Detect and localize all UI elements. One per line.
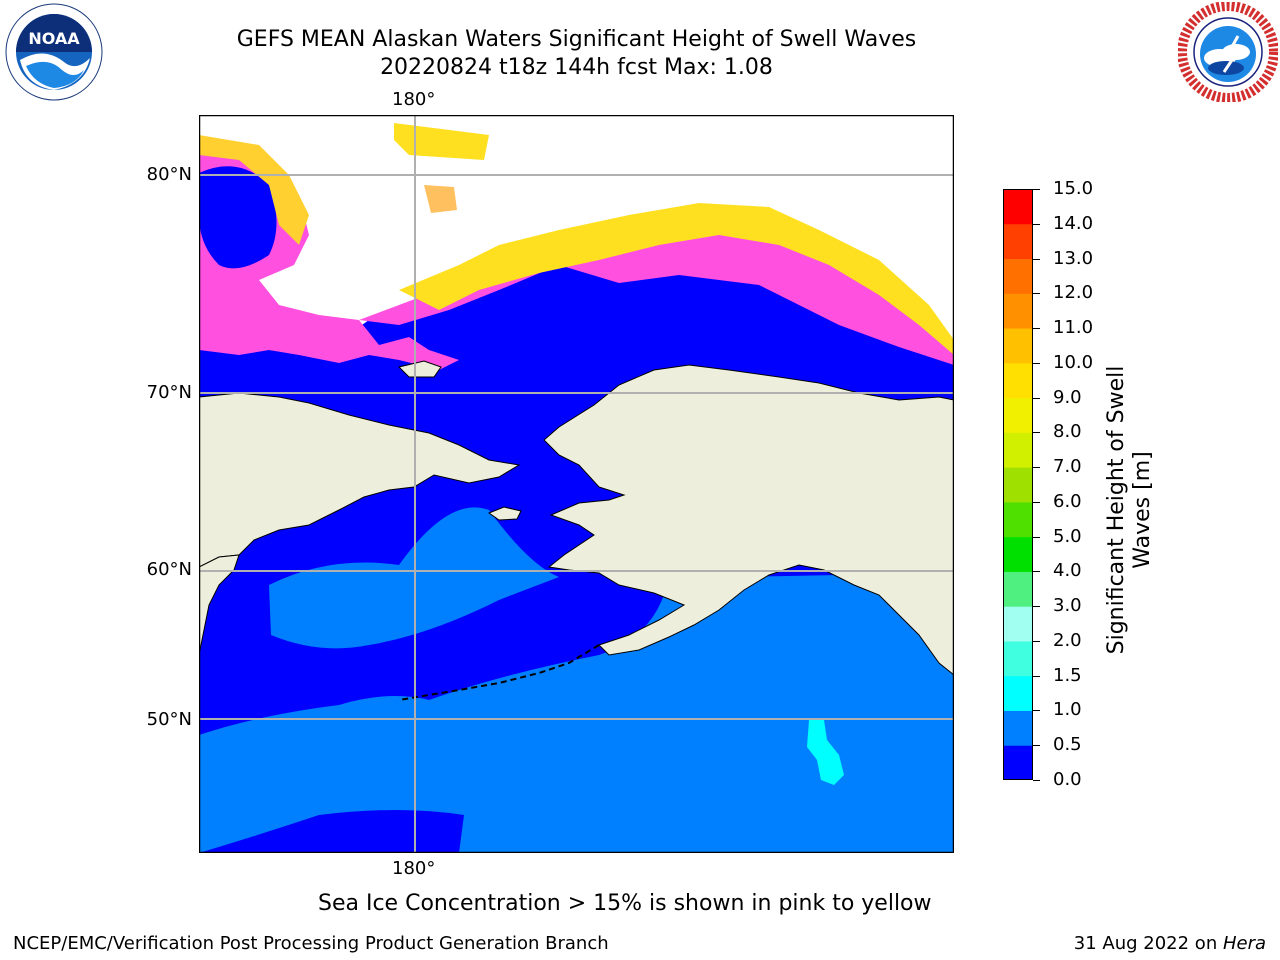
colorbar-tick-label: 6.0 (1053, 490, 1082, 512)
colorbar-tick-label: 13.0 (1053, 247, 1094, 269)
colorbar-tick-label: 4.0 (1053, 560, 1082, 582)
colorbar-label-text: Significant Height of Swell Waves [m] (1104, 365, 1155, 655)
colorbar-tick-label: 1.0 (1053, 699, 1082, 721)
colorbar-tick-label: 11.0 (1053, 317, 1094, 339)
graticule (199, 115, 954, 853)
colorbar-tick-mark (1033, 501, 1040, 503)
colorbar-tick-mark (1033, 640, 1040, 642)
sea-ice-central-yellow (399, 203, 954, 355)
footer-date: 31 Aug 2022 on Hera (1074, 933, 1266, 954)
colorbar-tick-label: 14.0 (1053, 212, 1094, 234)
colorbar-tick-label: 2.0 (1053, 629, 1082, 651)
colorbar-tick-mark (1033, 571, 1040, 573)
lon-label-top: 180° (392, 89, 436, 110)
colorbar-tick-mark (1033, 780, 1040, 781)
land-st-lawrence-island (487, 506, 522, 521)
swell-region-west (199, 710, 389, 815)
colorbar-tick-mark (1033, 189, 1040, 190)
colorbar-tick-label: 10.0 (1053, 351, 1094, 373)
colorbar-tick-mark (1033, 745, 1040, 747)
footer-date-text: 31 Aug 2022 on (1073, 933, 1223, 954)
colorbar-segment (1003, 640, 1033, 677)
colorbar-tick-label: 7.0 (1053, 456, 1082, 478)
map-plot (199, 115, 954, 853)
lat-label-80: 80°N (146, 164, 192, 185)
colorbar-tick-mark (1033, 536, 1040, 538)
colorbar-tick-mark (1033, 432, 1040, 434)
lon-label-bottom: 180° (392, 858, 436, 879)
noaa-logo-text: NOAA (28, 29, 80, 48)
colorbar-segment (1003, 675, 1033, 711)
colorbar-segment (1003, 536, 1033, 572)
colorbar-tick-mark (1033, 397, 1040, 399)
colorbar-tick-label: 15.0 (1053, 178, 1094, 199)
colorbar-tick-label: 8.0 (1053, 421, 1082, 443)
colorbar-segment (1003, 606, 1033, 642)
colorbar-label: Significant Height of Swell Waves [m] (1104, 310, 1156, 710)
colorbar-segment (1003, 362, 1033, 399)
colorbar-segment (1003, 745, 1033, 780)
colorbar-segment (1003, 571, 1033, 607)
colorbar-tick-label: 0.5 (1053, 734, 1082, 756)
colorbar-tick-label: 3.0 (1053, 595, 1082, 617)
lat-label-70: 70°N (146, 382, 192, 403)
colorbar-tick-label: 9.0 (1053, 386, 1082, 408)
nws-logo (1178, 2, 1278, 102)
colorbar-segment (1003, 189, 1033, 225)
colorbar-segment (1003, 710, 1033, 746)
colorbar-tick-label: 0.0 (1053, 769, 1082, 790)
sea-ice-note: Sea Ice Concentration > 15% is shown in … (318, 891, 932, 916)
colorbar-segment (1003, 328, 1033, 364)
swell-cyan-patch (807, 720, 844, 785)
colorbar-tick-mark (1033, 362, 1040, 364)
land-kamchatka (199, 554, 240, 656)
land-alaska (543, 364, 954, 676)
lat-label-50: 50°N (146, 709, 192, 730)
aleutian-islands (398, 644, 600, 701)
sea-ice-patch-north (394, 123, 489, 160)
sea-ice-patch-small (424, 185, 457, 213)
footer-branch: NCEP/EMC/Verification Post Processing Pr… (13, 933, 609, 954)
colorbar-segment (1003, 501, 1033, 538)
lat-label-60: 60°N (146, 559, 192, 580)
colorbar-segment (1003, 223, 1033, 260)
colorbar-segment (1003, 397, 1033, 433)
colorbar-tick-mark (1033, 675, 1040, 677)
colorbar-tick-label: 12.0 (1053, 282, 1094, 304)
colorbar-tick-mark (1033, 606, 1040, 608)
noaa-logo: NOAA (5, 3, 103, 101)
colorbar-tick-label: 5.0 (1053, 525, 1082, 547)
chart-subtitle: 20220824 t18z 144h fcst Max: 1.08 (380, 55, 773, 80)
colorbar-tick-mark (1033, 223, 1040, 225)
colorbar-tick-mark (1033, 328, 1040, 330)
colorbar-segment (1003, 467, 1033, 503)
land-chukotka (199, 392, 521, 568)
footer-machine: Hera (1222, 933, 1266, 954)
chart-title: GEFS MEAN Alaskan Waters Significant Hei… (236, 27, 917, 52)
swell-region-south (199, 575, 954, 853)
colorbar-tick-mark (1033, 467, 1040, 469)
land-wrangel-island (398, 360, 442, 378)
colorbar-tick-mark (1033, 258, 1040, 260)
colorbar-tick-mark (1033, 710, 1040, 712)
colorbar (1003, 189, 1033, 780)
sea-ice-west-inner (199, 166, 277, 269)
colorbar-tick-mark (1033, 293, 1040, 295)
sea-ice-north-yellow (199, 135, 309, 245)
colorbar-segment (1003, 432, 1033, 468)
colorbar-segment (1003, 293, 1033, 329)
colorbar-tick-label: 1.5 (1053, 664, 1082, 686)
colorbar-segment (1003, 258, 1033, 294)
